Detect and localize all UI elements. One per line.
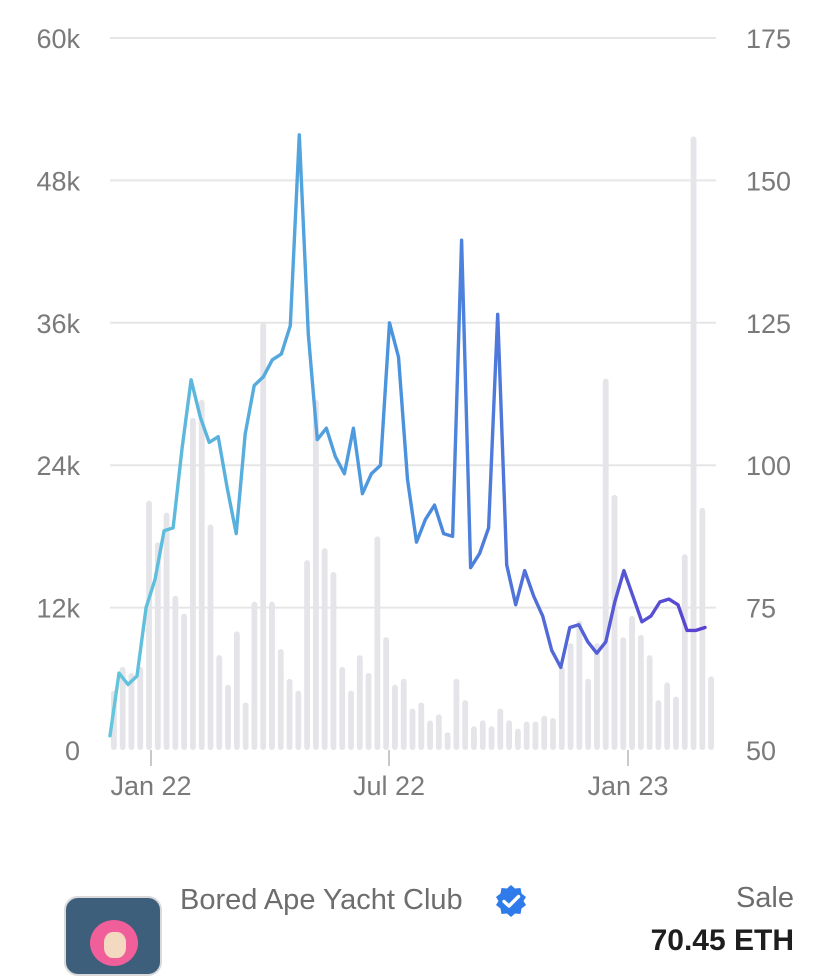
- volume-bar: [392, 685, 398, 750]
- volume-bar: [594, 643, 600, 750]
- volume-bar: [366, 673, 372, 750]
- volume-bar: [471, 726, 477, 750]
- volume-bar: [383, 637, 389, 750]
- volume-bar: [313, 400, 319, 750]
- volume-bar: [190, 418, 196, 750]
- volume-bar: [506, 720, 512, 750]
- volume-bar: [252, 602, 258, 750]
- volume-bar: [489, 726, 495, 750]
- volume-bar: [603, 379, 609, 750]
- y-right-tick-label: 175: [746, 24, 791, 54]
- volume-bar: [559, 667, 565, 750]
- volume-bar: [304, 560, 310, 750]
- volume-bar: [480, 720, 486, 750]
- volume-bar: [515, 729, 521, 750]
- volume-bar: [322, 548, 328, 750]
- volume-bar: [401, 679, 407, 750]
- volume-bar: [462, 700, 468, 750]
- y-left-tick-label: 24k: [36, 451, 80, 481]
- x-tick-label: Jan 22: [110, 771, 191, 801]
- y-right-tick-label: 125: [746, 309, 791, 339]
- volume-bar: [568, 643, 574, 750]
- y-left-tick-label: 60k: [36, 24, 80, 54]
- volume-bar: [708, 676, 714, 750]
- y-right-tick-label: 100: [746, 451, 791, 481]
- volume-bar: [638, 635, 644, 750]
- volume-bar: [524, 722, 530, 750]
- volume-bar: [620, 637, 626, 750]
- volume-bar: [137, 667, 143, 750]
- volume-bar: [664, 682, 670, 750]
- y-left-tick-label: 48k: [36, 166, 80, 196]
- y-left-tick-label: 36k: [36, 309, 80, 339]
- y-right-tick-label: 75: [746, 594, 776, 624]
- y-right-tick-label: 150: [746, 166, 791, 196]
- sale-value: 70.45 ETH: [651, 924, 794, 958]
- volume-bar: [216, 655, 222, 750]
- volume-bar: [410, 708, 416, 750]
- volume-bar: [647, 655, 653, 750]
- volume-bar: [418, 703, 424, 750]
- volume-bar: [348, 691, 354, 750]
- volume-bar: [541, 716, 547, 750]
- y-left-tick-label: 12k: [36, 594, 80, 624]
- volume-bar: [454, 679, 460, 750]
- collection-avatar: [64, 896, 162, 976]
- volume-bar: [533, 722, 539, 750]
- volume-bar: [673, 697, 679, 750]
- volume-bar: [225, 685, 231, 750]
- volume-bar: [576, 621, 582, 750]
- y-left-tick-label: 0: [65, 736, 80, 766]
- volume-bar: [331, 572, 337, 750]
- volume-bar: [269, 602, 275, 750]
- volume-bar: [243, 703, 249, 750]
- volume-bar: [629, 616, 635, 750]
- x-axis: Jan 22 Jul 22 Jan 23: [110, 750, 668, 801]
- volume-bar: [295, 691, 301, 750]
- x-tick-label: Jan 23: [587, 771, 668, 801]
- volume-bar: [172, 596, 178, 750]
- volume-bar: [691, 136, 697, 750]
- y-right-tick-label: 50: [746, 736, 776, 766]
- volume-bar: [208, 525, 214, 750]
- sale-label: Sale: [736, 882, 794, 915]
- volume-bar: [339, 667, 345, 750]
- volume-bar: [585, 679, 591, 750]
- volume-bar: [260, 323, 266, 750]
- volume-bar: [146, 501, 152, 750]
- volume-bar: [612, 495, 618, 750]
- y-axis-left: 60k 48k 36k 24k 12k 0: [36, 24, 80, 766]
- volume-bar: [656, 700, 662, 750]
- avatar-face: [104, 932, 126, 958]
- verified-badge-icon: [494, 884, 528, 918]
- volume-bar: [497, 708, 503, 750]
- volume-bar: [374, 536, 380, 750]
- volume-bars: [111, 136, 714, 750]
- volume-bar: [164, 513, 170, 750]
- volume-bar: [427, 720, 433, 750]
- price-volume-chart: 60k 48k 36k 24k 12k 0 175 150 125 100 75 50 Jan 22…: [0, 0, 828, 860]
- collection-name[interactable]: Bored Ape Yacht Club: [180, 884, 463, 917]
- volume-bar: [550, 718, 556, 750]
- y-axis-right: 175 150 125 100 75 50: [746, 24, 791, 766]
- volume-bar: [199, 400, 205, 750]
- volume-bar: [278, 649, 284, 750]
- volume-bar: [287, 679, 293, 750]
- volume-bar: [445, 732, 451, 750]
- collection-row[interactable]: Bored Ape Yacht Club Sale 70.45 ETH: [0, 870, 828, 934]
- volume-bar: [436, 714, 442, 750]
- volume-bar: [234, 631, 240, 750]
- volume-bar: [682, 554, 688, 750]
- x-tick-label: Jul 22: [353, 771, 425, 801]
- volume-bar: [357, 655, 363, 750]
- volume-bar: [181, 614, 187, 750]
